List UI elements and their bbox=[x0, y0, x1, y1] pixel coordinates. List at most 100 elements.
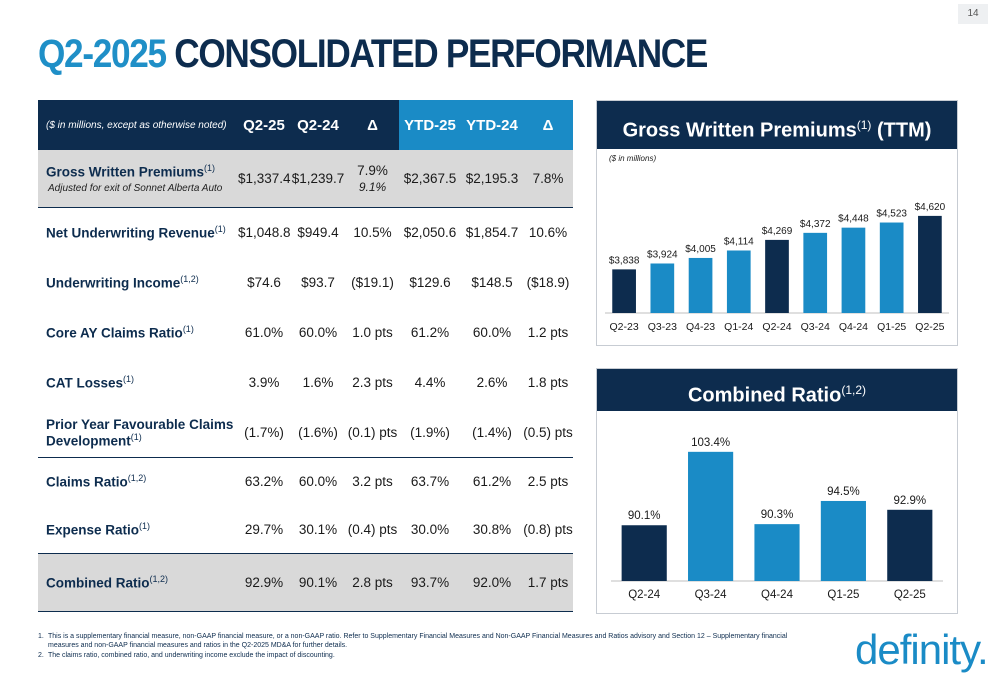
table-cell: $148.5 bbox=[471, 275, 513, 290]
x-tick-label: Q2-24 bbox=[628, 589, 661, 601]
table-cell: $1,337.4 bbox=[238, 171, 291, 186]
row-label: Underwriting Income(1,2) bbox=[46, 274, 199, 291]
data-label: $4,523 bbox=[876, 209, 907, 220]
table-cell: 1.0 pts bbox=[352, 325, 393, 340]
x-tick-label: Q1-25 bbox=[877, 321, 906, 333]
table-cell: 63.7% bbox=[410, 474, 450, 489]
table-cell: 30.0% bbox=[410, 522, 450, 537]
ytd-block: (1.9%) (1.4%) (0.5) pts bbox=[399, 408, 573, 457]
combined-ratio-bar-chart: 90.1% Q2-24 103.4% Q3-24 90.3% Q4-24 94.5% Q1-2… bbox=[611, 437, 943, 601]
table-cell: 63.2% bbox=[244, 474, 284, 489]
table-cell: $74.6 bbox=[247, 275, 281, 290]
data-label: $4,005 bbox=[685, 244, 716, 255]
table-cell: 30.1% bbox=[298, 522, 338, 537]
table-cell: (1.6%) bbox=[298, 425, 338, 440]
bar bbox=[820, 500, 866, 581]
performance-table: ($ in millions, except as otherwise note… bbox=[38, 100, 573, 612]
data-label: $3,838 bbox=[609, 255, 640, 266]
bar bbox=[754, 524, 800, 581]
table-header: ($ in millions, except as otherwise note… bbox=[38, 100, 573, 150]
x-tick-label: Q2-25 bbox=[894, 589, 926, 601]
footnotes: 1. This is a supplementary financial meas… bbox=[38, 632, 818, 660]
x-tick-label: Q4-24 bbox=[761, 589, 794, 601]
table-cell: 1.8 pts bbox=[527, 375, 569, 390]
table-row: Core AY Claims Ratio(1) 61.0% 60.0% 1.0 pts… bbox=[38, 308, 573, 358]
col-header: Δ bbox=[367, 116, 378, 134]
data-label: $4,448 bbox=[838, 214, 869, 225]
x-tick-label: Q2-23 bbox=[610, 321, 639, 333]
ytd-block: $129.6 $148.5 ($18.9) bbox=[399, 258, 573, 307]
footnote: 1. This is a supplementary financial meas… bbox=[38, 633, 788, 650]
footnote: 2. The claims ratio, combined ratio, and … bbox=[38, 651, 335, 659]
data-label: 103.4% bbox=[691, 437, 730, 449]
table-cell: (1.4%) bbox=[472, 425, 512, 440]
x-tick-label: Q2-24 bbox=[762, 321, 791, 333]
ytd-block: $2,050.6 $1,854.7 10.6% bbox=[399, 208, 573, 257]
bar bbox=[879, 222, 904, 313]
data-label: 90.1% bbox=[628, 510, 661, 522]
x-tick-label: Q4-24 bbox=[839, 321, 868, 333]
adjusted-value: 9.1% bbox=[358, 180, 387, 194]
table-row: Gross Written Premiums(1) Adjusted for ex… bbox=[38, 150, 573, 208]
bar bbox=[650, 263, 675, 313]
page-title: Q2-2025 CONSOLIDATED PERFORMANCE bbox=[38, 32, 708, 77]
table-cell: ($19.1) bbox=[351, 275, 394, 290]
table-cell: 93.7% bbox=[410, 575, 450, 590]
table-cell: 61.0% bbox=[244, 325, 284, 340]
combined-ratio-panel: Combined Ratio(1,2) 90.1% Q2-24 103.4% Q3-2… bbox=[596, 368, 958, 614]
x-tick-label: Q1-25 bbox=[827, 589, 859, 601]
table-cell: $1,854.7 bbox=[465, 225, 519, 240]
col-header: YTD-25 bbox=[404, 116, 456, 134]
row-sublabel: Adjusted for exit of Sonnet Alberta Auto bbox=[48, 182, 223, 194]
ytd-header-block: YTD-25 YTD-24 Δ bbox=[399, 100, 573, 150]
bar bbox=[726, 250, 751, 313]
table-unit-note: ($ in millions, except as otherwise note… bbox=[46, 119, 227, 131]
row-label: Combined Ratio(1,2) bbox=[46, 574, 169, 591]
table-cell: (0.1) pts bbox=[347, 425, 398, 440]
ytd-block: 63.7% 61.2% 2.5 pts bbox=[399, 458, 573, 505]
table-cell: $2,195.3 bbox=[465, 171, 519, 186]
row-label: Prior Year Favourable Claims Development… bbox=[46, 416, 234, 449]
table-row: Net Underwriting Revenue(1) $1,048.8 $949.… bbox=[38, 208, 573, 258]
table-cell: (1.7%) bbox=[244, 425, 284, 440]
ytd-block: $2,367.5 $2,195.3 7.8% bbox=[399, 150, 573, 207]
table-cell: 29.7% bbox=[244, 522, 284, 537]
x-tick-label: Q3-23 bbox=[648, 321, 677, 333]
page-number: 14 bbox=[958, 4, 988, 24]
data-label: $3,924 bbox=[647, 249, 678, 260]
col-header: Δ bbox=[542, 116, 554, 134]
x-tick-label: Q2-25 bbox=[915, 321, 944, 333]
table-cell: (0.5) pts bbox=[523, 425, 573, 440]
table-cell: $2,050.6 bbox=[403, 225, 457, 240]
ytd-block: 93.7% 92.0% 1.7 pts bbox=[399, 554, 573, 611]
table-cell: $2,367.5 bbox=[403, 171, 457, 186]
data-label: 94.5% bbox=[827, 486, 860, 498]
table-cell: 4.4% bbox=[414, 375, 446, 390]
row-label: Claims Ratio(1,2) bbox=[46, 473, 147, 490]
title-rest: CONSOLIDATED PERFORMANCE bbox=[174, 32, 708, 76]
definity-logo: definity. bbox=[855, 626, 989, 673]
row-label: Expense Ratio(1) bbox=[46, 521, 151, 538]
table-row: Combined Ratio(1,2) 92.9% 90.1% 2.8 pts 93.7… bbox=[38, 554, 573, 612]
table-cell: 2.5 pts bbox=[527, 474, 569, 489]
col-header: Q2-25 bbox=[243, 116, 285, 134]
table-cell: (1.9%) bbox=[410, 425, 450, 440]
bar bbox=[612, 269, 636, 313]
table-cell: 2.6% bbox=[476, 375, 508, 390]
chart-unit-note: ($ in millions) bbox=[609, 154, 656, 163]
table-cell: 60.0% bbox=[472, 325, 512, 340]
row-label: Net Underwriting Revenue(1) bbox=[46, 224, 226, 241]
table-cell: 10.5% bbox=[353, 225, 392, 240]
table-row: CAT Losses(1) 3.9% 1.6% 2.3 pts 4.4% 2.6% 1.8 … bbox=[38, 358, 573, 408]
table-row: Expense Ratio(1) 29.7% 30.1% (0.4) pts 30.0%… bbox=[38, 506, 573, 554]
data-label: $4,620 bbox=[915, 202, 946, 213]
table-cell: 61.2% bbox=[472, 474, 512, 489]
table-cell: 60.0% bbox=[298, 474, 338, 489]
bar bbox=[887, 509, 933, 581]
data-label: 92.9% bbox=[893, 495, 926, 507]
table-cell: $1,239.7 bbox=[291, 171, 345, 186]
table-row: Underwriting Income(1,2) $74.6 $93.7 ($19.1… bbox=[38, 258, 573, 308]
table-cell: 1.6% bbox=[302, 375, 334, 390]
row-label: CAT Losses(1) bbox=[46, 374, 135, 391]
data-label: $4,372 bbox=[800, 219, 831, 230]
